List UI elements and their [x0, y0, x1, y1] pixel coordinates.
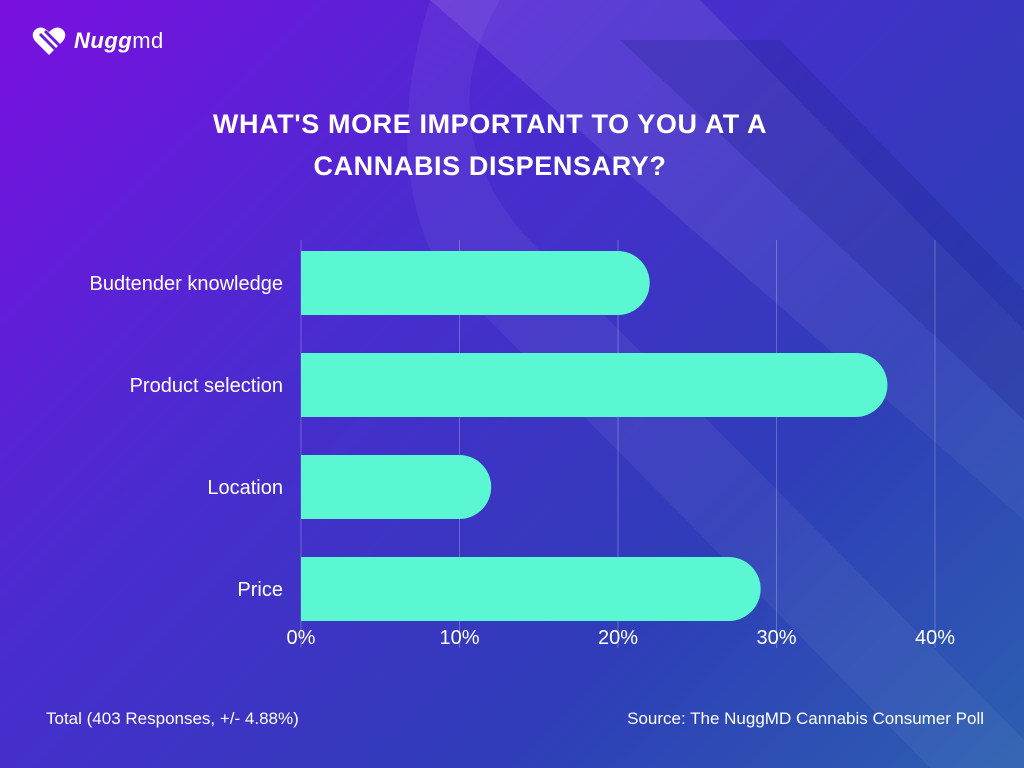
category-label: Price — [237, 579, 283, 601]
category-label: Location — [207, 477, 283, 499]
x-tick-label: 0% — [287, 627, 316, 649]
chart-title: WHAT'S MORE IMPORTANT TO YOU AT A CANNAB… — [140, 103, 840, 187]
x-tick-label: 30% — [756, 627, 796, 649]
x-tick-label: 20% — [598, 627, 638, 649]
bar — [301, 353, 888, 417]
heart-stripes-icon — [32, 27, 66, 55]
source-note: Source: The NuggMD Cannabis Consumer Pol… — [627, 709, 984, 728]
bar — [301, 557, 761, 621]
nuggmd-logo: Nuggmd — [32, 26, 164, 56]
category-label: Budtender knowledge — [90, 273, 283, 295]
logo-wordmark: Nuggmd — [74, 28, 164, 53]
x-tick-label: 10% — [439, 627, 479, 649]
bar — [301, 455, 492, 519]
bar — [301, 251, 650, 315]
category-label: Product selection — [130, 375, 283, 397]
responses-note: Total (403 Responses, +/- 4.88%) — [46, 709, 299, 728]
chart-title-line-2: CANNABIS DISPENSARY? — [313, 151, 667, 181]
x-tick-label: 40% — [915, 627, 955, 649]
chart-title-line-1: WHAT'S MORE IMPORTANT TO YOU AT A — [212, 109, 768, 139]
